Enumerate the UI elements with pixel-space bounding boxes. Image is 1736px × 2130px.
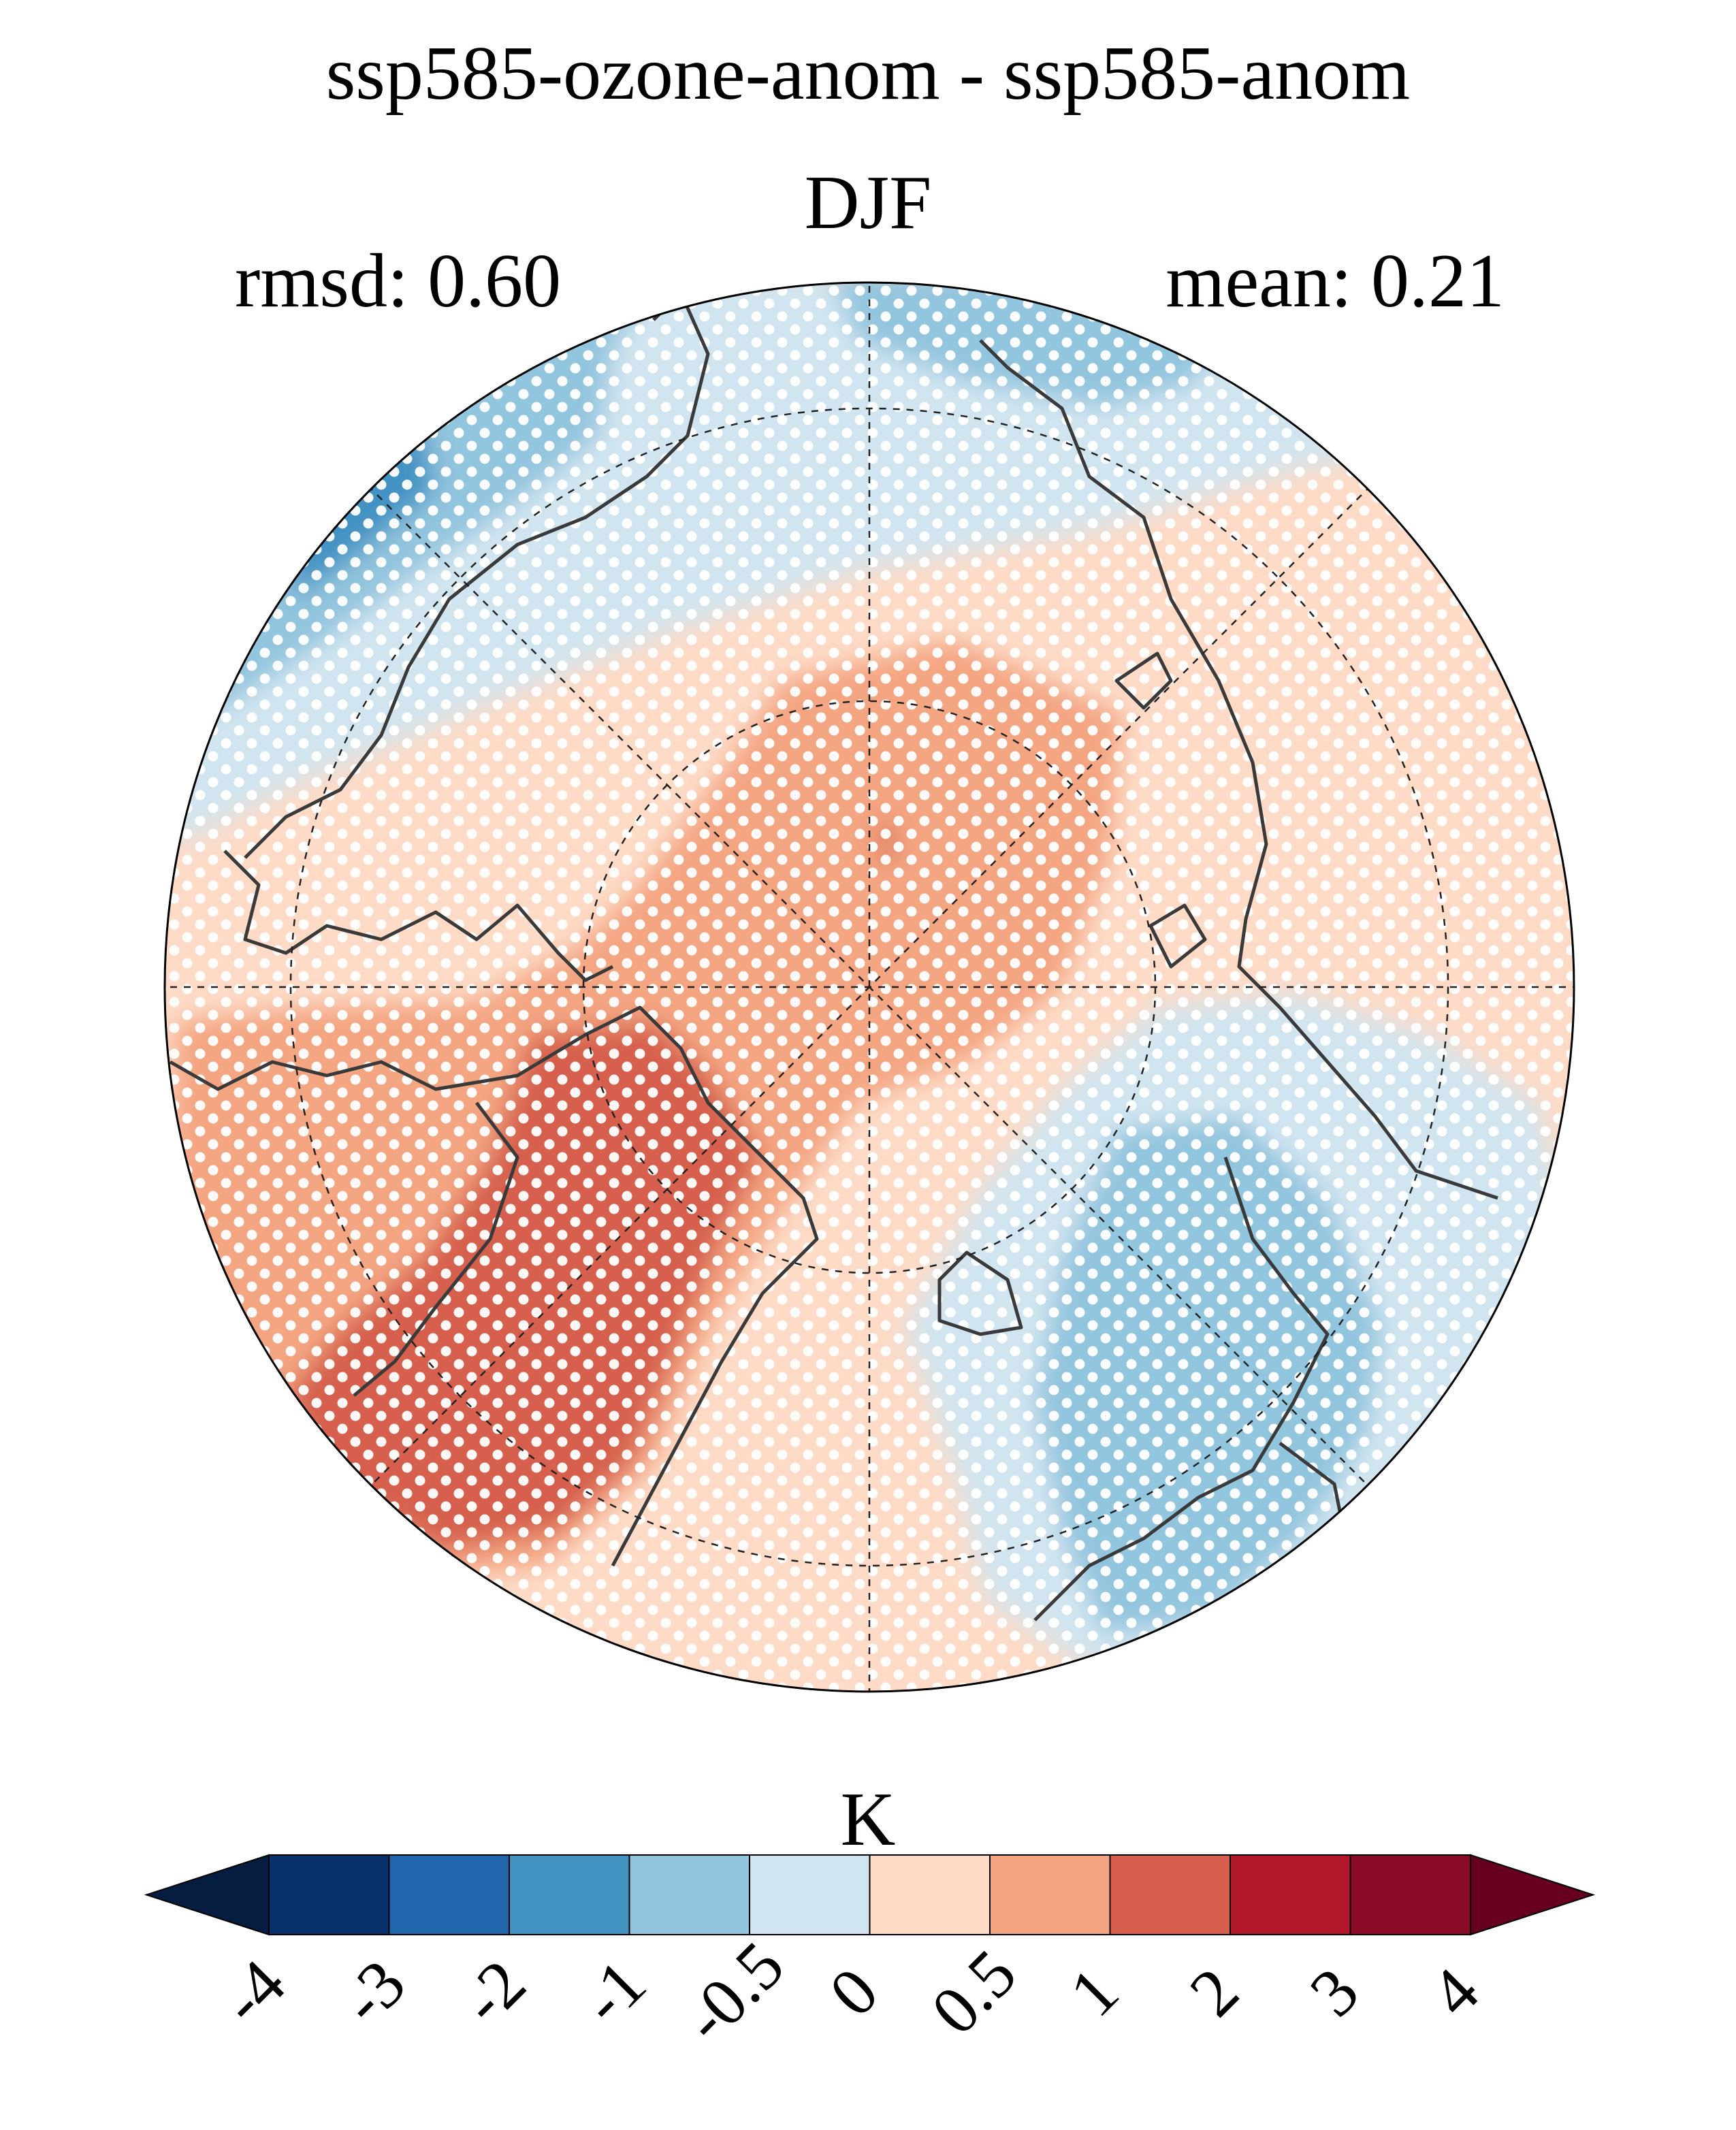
colorbar-unit: K	[841, 1777, 896, 1862]
coastline-eurasia	[979, 339, 1498, 1200]
map-boundary	[163, 281, 1575, 1693]
coastline-novaya-zemlya	[1114, 651, 1173, 710]
colorbar-bin-3	[628, 1854, 750, 1935]
colorbar-tick-label: -4	[206, 1946, 300, 2039]
colorbar-bin-8	[1229, 1854, 1351, 1935]
colorbar-bin-9	[1349, 1854, 1471, 1935]
coastline-iceland	[937, 1250, 1023, 1336]
polar-map	[165, 283, 1574, 1692]
colorbar-tick-label: 0	[815, 1953, 893, 2031]
colorbar-bin-2	[509, 1854, 630, 1935]
colorbar-under-triangle	[144, 1854, 270, 1936]
colorbar-tick-label: 4	[1415, 1953, 1493, 2031]
colorbar-bin-1	[388, 1854, 510, 1935]
coastline-hudson-bay	[353, 1101, 519, 1397]
coastline-scandinavia	[1033, 1157, 1330, 1621]
colorbar-bin-0	[268, 1854, 390, 1935]
colorbar-tick-label: -3	[326, 1946, 419, 2039]
coastline-arctic-archipelago	[223, 850, 614, 982]
rmsd-label: rmsd: 0.60	[235, 239, 561, 323]
coastline-north-america	[169, 1005, 819, 1567]
colorbar: -4 -3 -2 -1 -0.5 0 0.5 1 2 3 4	[144, 1854, 1596, 2057]
colorbar-tick-label: -0.5	[669, 1927, 798, 2056]
colorbar-tick-label: 2	[1175, 1953, 1253, 2031]
coastline-greenland	[244, 291, 710, 859]
season-label: DJF	[805, 161, 932, 245]
colorbar-bins	[268, 1854, 1471, 1935]
colorbar-over-triangle	[1470, 1854, 1596, 1936]
colorbar-bin-5	[869, 1854, 991, 1935]
colorbar-tick-label: 0.5	[917, 1935, 1031, 2049]
plot-title: ssp585-ozone-anom - ssp585-anom	[326, 31, 1411, 116]
colorbar-bin-7	[1109, 1854, 1231, 1935]
colorbar-tick-label: 3	[1296, 1953, 1373, 2031]
coastline-svalbard	[1148, 903, 1207, 969]
colorbar-tick-label: 1	[1055, 1953, 1133, 2031]
colorbar-tick-label: -2	[447, 1946, 540, 2039]
colorbar-bin-4	[749, 1854, 871, 1935]
mean-label: mean: 0.21	[1166, 239, 1505, 323]
colorbar-tick-label: -1	[566, 1946, 660, 2039]
meridian-135-315	[367, 485, 1372, 1489]
colorbar-bin-6	[989, 1854, 1111, 1935]
colorbar-tick-labels: -4 -3 -2 -1 -0.5 0 0.5 1 2 3 4	[206, 1927, 1494, 2056]
graticule	[165, 283, 1574, 1692]
